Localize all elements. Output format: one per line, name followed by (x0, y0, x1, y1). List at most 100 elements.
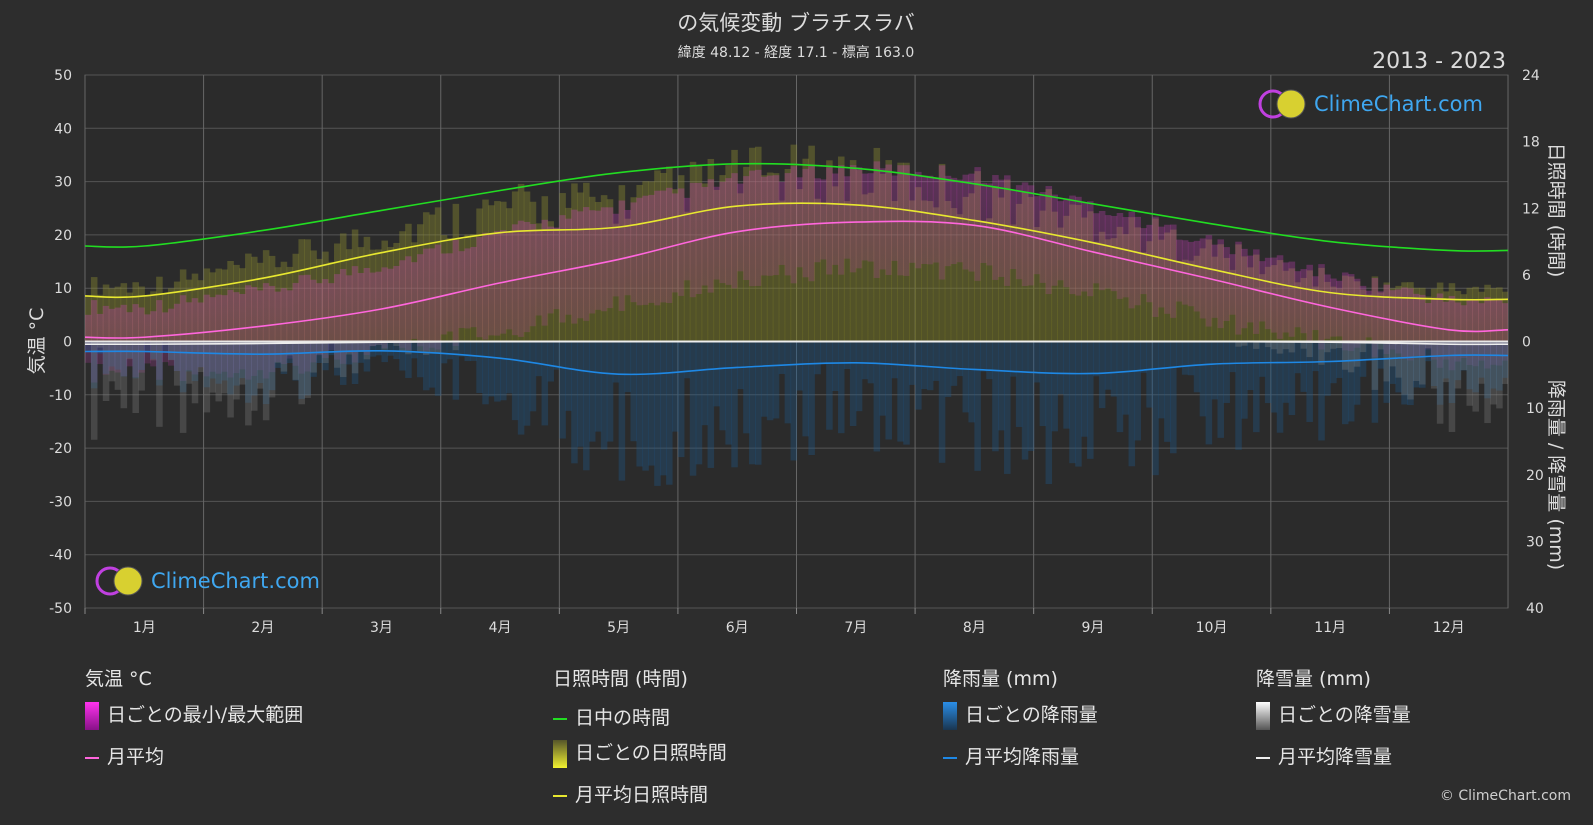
daily-rain-bar (1140, 341, 1147, 373)
y-tick-left: -40 (49, 548, 72, 564)
daily-rain-bar (339, 341, 347, 385)
daily-temp-range-bar (274, 291, 282, 362)
daily-snow-bar (197, 341, 205, 373)
daily-temp-range-bar (1430, 297, 1438, 360)
daily-snow-bar (369, 341, 377, 347)
daily-rain-bar (1377, 341, 1385, 369)
daily-rain-bar (387, 341, 394, 356)
x-tick-label: 6月 (726, 620, 749, 636)
daily-rain-bar (612, 341, 620, 383)
daily-rain-bar (1306, 341, 1313, 422)
daily-temp-range-bar (1146, 224, 1153, 303)
daily-snow-bar (1430, 341, 1438, 389)
daily-rain-bar (251, 341, 258, 396)
daily-temp-range-bar (221, 295, 228, 372)
daily-snow-bar (185, 341, 193, 384)
daily-temp-range-bar (1371, 278, 1379, 358)
daily-temp-range-bar (292, 282, 300, 366)
daily-snow-bar (233, 341, 240, 400)
daily-temp-range-bar (1235, 241, 1242, 335)
daily-rain-bar (600, 341, 608, 450)
daily-rain-bar (1424, 341, 1432, 362)
daily-temp-range-bar (571, 209, 578, 324)
daily-temp-range-bar (826, 167, 833, 275)
daily-rain-bar (1442, 341, 1450, 379)
daily-temp-range-bar (1466, 299, 1474, 366)
daily-snow-bar (1270, 341, 1278, 350)
daily-temp-range-bar (197, 302, 205, 368)
daily-temp-range-bar (1081, 202, 1088, 292)
daily-temp-range-bar (310, 279, 317, 363)
daily-snow-bar (215, 341, 222, 402)
daily-snow-bar (268, 341, 276, 398)
daily-rain-bar (446, 341, 454, 360)
daily-sunshine-bar (867, 192, 875, 342)
daily-sunshine-bar (778, 200, 786, 342)
daily-rain-bar (1175, 341, 1183, 368)
daily-rain-bar (482, 341, 489, 405)
daily-rain-bar (156, 341, 163, 386)
daily-snow-bar (114, 341, 122, 390)
daily-temp-range-bar (974, 167, 981, 281)
daily-rain-bar (85, 341, 92, 352)
daily-snow-bar (280, 341, 288, 372)
daily-rain-bar (108, 341, 116, 367)
daily-temp-range-bar (588, 210, 596, 314)
daily-snow-bar (1347, 341, 1355, 373)
chart-subtitle: 緯度 48.12 - 経度 17.1 - 標高 163.0 (678, 44, 915, 61)
daily-rain-bar (1235, 341, 1242, 450)
daily-temp-range-bar (393, 266, 400, 344)
daily-temp-range-bar (1205, 235, 1213, 327)
daily-temp-range-bar (114, 307, 122, 373)
daily-rain-bar (1081, 341, 1088, 437)
temp-mean-swatch (85, 756, 99, 759)
daily-snow-bar (357, 341, 365, 353)
daily-rain-bar (1104, 341, 1112, 390)
legend-sun-daily-label: 日ごとの日照時間 (575, 742, 727, 764)
daily-snow-bar (1419, 341, 1426, 385)
daily-rain-bar (535, 341, 543, 377)
daily-temp-range-bar (227, 289, 234, 378)
daily-sunshine-bar (926, 201, 934, 342)
daily-temp-range-bar (1128, 211, 1136, 309)
x-tick-label: 9月 (1081, 620, 1104, 636)
daily-temp-range-bar (897, 165, 904, 276)
daily-temp-range-bar (1253, 249, 1260, 334)
daily-temp-range-bar (138, 307, 145, 373)
daily-bands (85, 144, 1508, 486)
daily-rain-bar (998, 341, 1005, 431)
daily-rain-bar (1389, 341, 1396, 384)
legend-temp-mean-label: 月平均 (107, 746, 165, 768)
daily-rain-bar (642, 341, 649, 471)
y-axis-right-bottom-label: 降雨量 / 降雪量 (mm) (1545, 380, 1567, 570)
daily-temp-range-bar (203, 294, 211, 377)
daily-rain-bar (96, 341, 104, 354)
snow-daily-swatch (1256, 701, 1270, 730)
daily-rain-bar (1253, 341, 1260, 433)
daily-rain-bar (114, 341, 122, 370)
daily-rain-bar (743, 341, 750, 434)
daily-temp-range-bar (932, 177, 940, 263)
daily-temp-range-bar (411, 262, 418, 339)
daily-temp-range-bar (156, 300, 163, 380)
daily-rain-bar (885, 341, 892, 440)
daily-rain-bar (1033, 341, 1041, 383)
daily-temp-range-bar (339, 268, 347, 364)
x-tick-label: 1月 (133, 620, 156, 636)
daily-rain-bar (624, 341, 632, 393)
daily-sunshine-bar (1104, 239, 1112, 342)
daily-rain-bar (144, 341, 151, 353)
daily-snow-bar (434, 341, 442, 354)
daily-temp-range-bar (861, 173, 869, 261)
daily-rain-bar (577, 341, 584, 447)
daily-rain-bar (1276, 341, 1284, 433)
daily-temp-range-bar (1211, 244, 1219, 318)
daily-rain-bar (1454, 341, 1462, 381)
daily-snow-bar (316, 341, 323, 355)
daily-temp-range-bar (778, 181, 786, 265)
daily-rain-bar (873, 341, 881, 452)
daily-rain-bar (1146, 341, 1153, 408)
daily-rain-bar (393, 341, 400, 360)
daily-temp-range-bar (838, 165, 845, 275)
daily-rain-bar (375, 341, 383, 356)
